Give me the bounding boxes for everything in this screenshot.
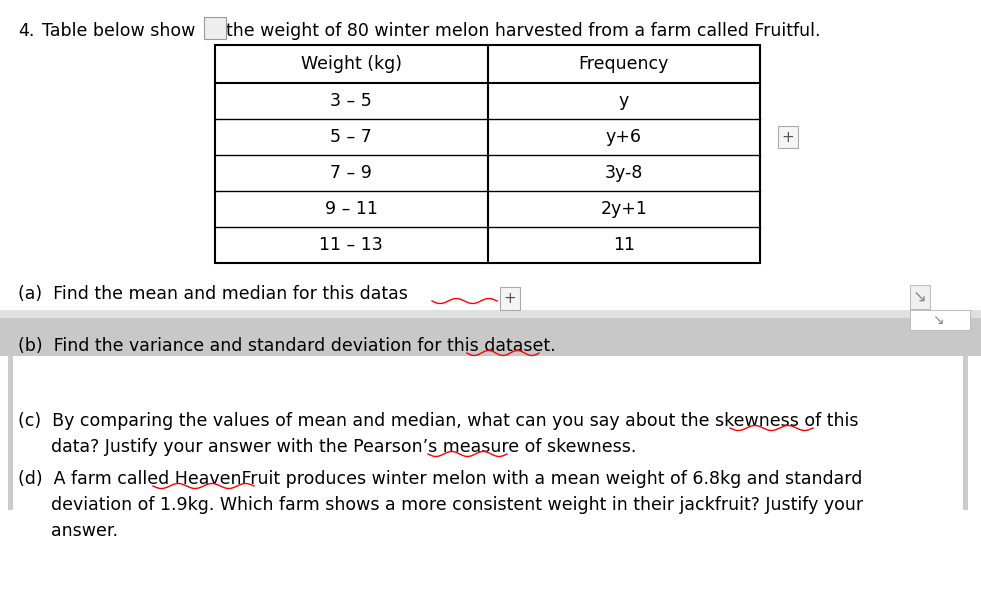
Text: 5 – 7: 5 – 7 [331, 128, 372, 146]
Bar [8, 355, 13, 510]
Text: the weight of 80 winter melon harvested from a farm called Fruitful.: the weight of 80 winter melon harvested … [226, 22, 820, 40]
Bar [204, 17, 226, 39]
Text: (c)  By comparing the values of mean and median, what can you say about the skew: (c) By comparing the values of mean and … [18, 412, 858, 430]
Bar [963, 355, 968, 510]
Text: 2y+1: 2y+1 [600, 200, 647, 218]
Text: 11 – 13: 11 – 13 [320, 236, 384, 254]
Text: answer.: answer. [18, 522, 118, 540]
Text: (a)  Find the mean and median for this datas: (a) Find the mean and median for this da… [18, 285, 408, 303]
Text: deviation of 1.9kg. Which farm shows a more consistent weight in their jackfruit: deviation of 1.9kg. Which farm shows a m… [18, 496, 863, 514]
Text: 7 – 9: 7 – 9 [331, 164, 372, 182]
Text: data? Justify your answer with the Pearson’s measure of skewness.: data? Justify your answer with the Pears… [18, 438, 637, 456]
Text: y: y [619, 92, 629, 110]
Text: ↘: ↘ [913, 288, 927, 306]
Bar [910, 310, 970, 330]
Text: ↘: ↘ [932, 313, 944, 327]
Text: 9 – 11: 9 – 11 [325, 200, 378, 218]
Text: 3 – 5: 3 – 5 [331, 92, 372, 110]
Text: (d)  A farm called HeavenFruit produces winter melon with a mean weight of 6.8kg: (d) A farm called HeavenFruit produces w… [18, 470, 862, 488]
Bar [215, 45, 760, 263]
Text: 4.: 4. [18, 22, 34, 40]
Text: +: + [782, 130, 795, 144]
Text: Frequency: Frequency [579, 55, 669, 73]
Text: (b)  Find the variance and standard deviation for this dataset.: (b) Find the variance and standard devia… [18, 337, 555, 355]
Text: y+6: y+6 [605, 128, 642, 146]
Bar [0, 318, 981, 356]
Text: Weight (kg): Weight (kg) [301, 55, 402, 73]
Text: 11: 11 [613, 236, 635, 254]
Text: 3y-8: 3y-8 [604, 164, 643, 182]
Bar [0, 310, 981, 318]
Text: Table below show: Table below show [42, 22, 195, 40]
Text: +: + [503, 291, 516, 306]
